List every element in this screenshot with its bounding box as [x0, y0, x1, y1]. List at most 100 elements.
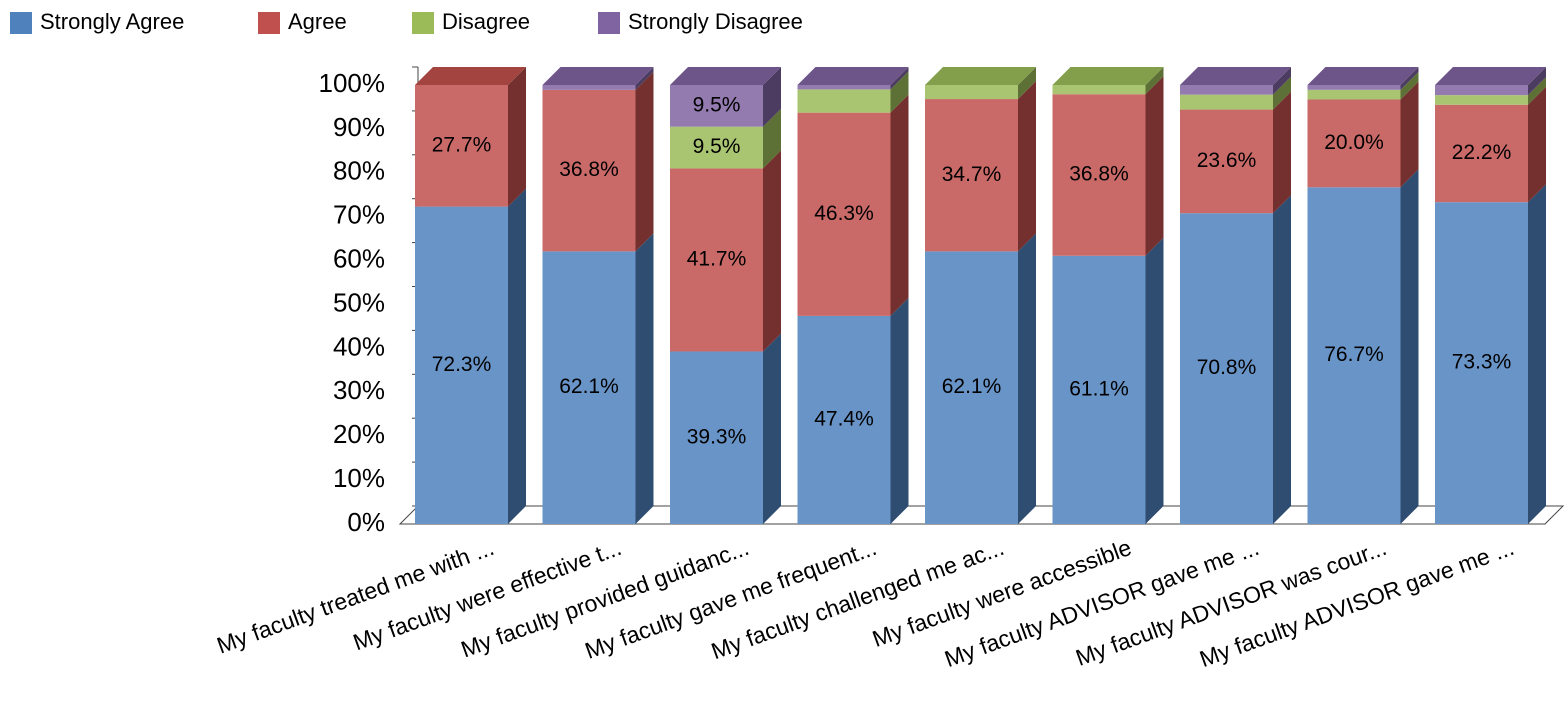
bar-segment	[1180, 91, 1291, 214]
bar-side	[1400, 81, 1419, 188]
bar-side	[1145, 67, 1164, 95]
bar-side	[890, 94, 909, 316]
bar-side	[1018, 233, 1036, 525]
bar-front	[542, 85, 636, 90]
bar-front	[1052, 255, 1146, 524]
value-label: 27.7%	[432, 133, 492, 156]
bar-front	[1435, 95, 1528, 105]
y-tick-label: 80%	[333, 156, 385, 186]
y-tick-label: 20%	[333, 419, 385, 449]
bar-front	[670, 168, 763, 352]
bar-front	[542, 89, 636, 252]
legend-label: Strongly Agree	[40, 9, 184, 34]
bar-front	[925, 85, 1018, 100]
bar-segment	[670, 150, 781, 352]
bar-side	[763, 67, 781, 127]
legend-swatch	[598, 12, 620, 34]
bar-side	[1273, 67, 1291, 95]
bar-segment	[415, 67, 526, 207]
legend-swatch	[10, 12, 32, 34]
bar-segment	[925, 67, 1036, 100]
bar-segment	[1435, 77, 1546, 105]
value-label: 62.1%	[942, 375, 1002, 398]
bar-segment	[1307, 71, 1419, 100]
bar-side	[1528, 184, 1546, 524]
bar-segment	[1180, 76, 1291, 110]
bar-front	[1180, 85, 1273, 95]
bar-segment	[1307, 169, 1419, 525]
bar-segment	[1052, 237, 1164, 524]
legend-swatch	[412, 12, 434, 34]
value-label: 61.1%	[1069, 377, 1129, 400]
value-label: 72.3%	[432, 353, 492, 376]
bar-top	[797, 67, 909, 85]
bar-side	[1145, 237, 1164, 524]
value-label: 20.0%	[1324, 131, 1384, 154]
bar-side	[1273, 195, 1291, 525]
bar-side	[635, 71, 654, 252]
bar-side	[1528, 67, 1546, 96]
bar-front	[797, 112, 891, 316]
value-label: 22.2%	[1452, 141, 1512, 164]
bar-front	[1435, 202, 1528, 524]
bar-front	[415, 206, 508, 524]
value-label: 39.3%	[687, 425, 747, 448]
bar-segment	[1307, 67, 1419, 90]
bar-side	[890, 297, 909, 524]
bar-front	[1180, 213, 1273, 525]
bar-top	[670, 67, 781, 85]
bar-side	[763, 150, 781, 352]
y-tick-label: 40%	[333, 331, 385, 361]
value-label: 47.4%	[814, 408, 874, 431]
bar-segment	[797, 297, 909, 524]
value-label: 76.7%	[1324, 343, 1384, 366]
bar-side	[635, 233, 654, 525]
bar-side	[1528, 86, 1546, 203]
bar-front	[1180, 109, 1273, 214]
bar-front	[925, 99, 1018, 252]
bar-segment	[797, 71, 909, 113]
bar-side	[508, 67, 526, 207]
bar-top	[1435, 67, 1546, 85]
legend-label: Strongly Disagree	[628, 9, 803, 34]
y-tick-label: 60%	[333, 243, 385, 273]
bar-side	[508, 188, 526, 524]
bar-front	[1307, 187, 1401, 525]
bar-front	[797, 315, 891, 524]
bar-segment	[1180, 195, 1291, 525]
value-label: 9.5%	[693, 93, 741, 116]
bar-segment	[1052, 76, 1164, 256]
value-label: 23.6%	[1197, 149, 1257, 172]
bar-front	[542, 251, 636, 525]
y-tick-label: 50%	[333, 287, 385, 317]
value-label: 70.8%	[1197, 356, 1257, 379]
bar-top	[925, 67, 1036, 85]
bar-top	[1180, 67, 1291, 85]
bar-front	[1307, 85, 1401, 90]
bar-front	[415, 85, 508, 207]
bar-segment	[1180, 67, 1291, 95]
y-tick-label: 10%	[333, 463, 385, 493]
bar-side	[890, 71, 909, 113]
bar-segment	[925, 81, 1036, 252]
bar-segment	[1435, 67, 1546, 96]
bar-segment	[542, 67, 654, 90]
bar-side	[1273, 76, 1291, 110]
bar-segment	[925, 233, 1036, 525]
bar-front	[797, 89, 891, 113]
value-label: 62.1%	[559, 375, 619, 398]
legend-label: Agree	[288, 9, 347, 34]
bar-segment	[797, 67, 909, 90]
bar-side	[1273, 91, 1291, 214]
bar-front	[1435, 85, 1528, 96]
y-tick-label: 100%	[319, 68, 386, 98]
y-tick-label: 30%	[333, 375, 385, 405]
bar-side	[1018, 81, 1036, 252]
bar-top	[1307, 67, 1419, 85]
floor	[398, 505, 1565, 525]
bar-front	[1435, 104, 1528, 203]
bar-top	[542, 67, 654, 85]
bar-front	[1307, 89, 1401, 100]
bar-segment	[1307, 81, 1419, 188]
